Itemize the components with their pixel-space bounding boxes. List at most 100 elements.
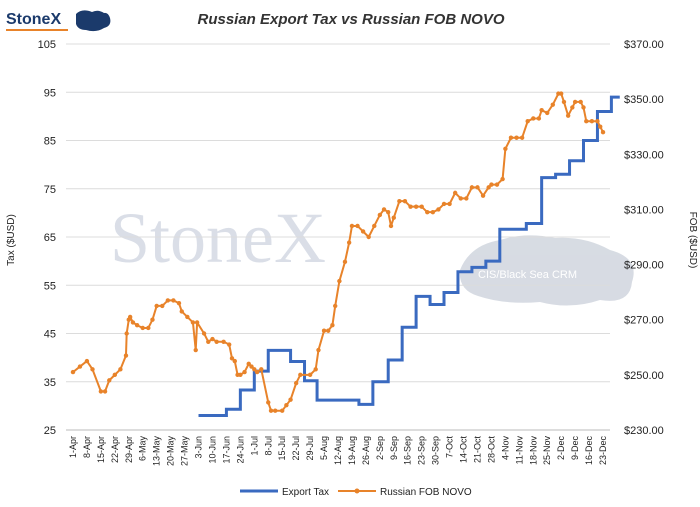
x-tick: 8-Apr <box>82 436 92 458</box>
y-axis-right: $370.00 $350.00 $330.00 $310.00 $290.00 $270.… <box>624 39 664 437</box>
data-point-fob-novo <box>536 116 542 121</box>
x-tick: 24-Jun <box>235 436 245 464</box>
chart-title: Russian Export Tax vs Russian FOB NOVO <box>197 11 504 28</box>
data-point-fob-novo <box>500 176 505 182</box>
y-tick-left: 75 <box>44 184 56 196</box>
y-tick-left: 85 <box>44 136 56 148</box>
x-tick: 9-Dec <box>570 436 580 461</box>
y-tick-right: $330.00 <box>624 149 664 161</box>
data-point-fob-novo <box>514 135 519 140</box>
x-tick: 19-Aug <box>347 436 357 465</box>
x-tick: 26-Aug <box>361 436 371 465</box>
data-point-fob-novo <box>425 209 430 215</box>
data-point-fob-novo <box>284 402 289 408</box>
data-point-fob-novo <box>565 113 571 118</box>
x-tick: 2-Sep <box>375 436 385 460</box>
data-point-fob-novo <box>238 372 243 378</box>
watermark-subtext: CIS/Black Sea CRM <box>478 269 577 281</box>
data-point-fob-novo <box>366 234 371 240</box>
data-point-fob-novo <box>70 369 76 375</box>
x-tick: 16-Sep <box>403 436 413 465</box>
y-tick-right: $230.00 <box>624 425 664 437</box>
data-point-fob-novo <box>519 135 525 140</box>
data-point-fob-novo <box>508 135 514 140</box>
data-point-fob-novo <box>316 347 321 353</box>
data-point-fob-novo <box>464 196 469 201</box>
data-point-fob-novo <box>447 201 452 207</box>
y-tick-left: 55 <box>44 280 56 292</box>
data-point-fob-novo <box>413 204 419 209</box>
data-point-fob-novo <box>589 119 595 124</box>
data-point-fob-novo <box>581 105 586 110</box>
data-point-fob-novo <box>107 378 112 383</box>
x-tick: 29-Jul <box>305 436 315 461</box>
data-point-fob-novo <box>242 369 247 375</box>
data-point-fob-novo <box>360 229 366 234</box>
data-point-fob-novo <box>150 317 155 322</box>
data-point-fob-novo <box>249 364 254 369</box>
data-point-fob-novo <box>561 99 567 105</box>
data-point-fob-novo <box>179 309 184 314</box>
data-point-fob-novo <box>503 146 508 151</box>
data-point-fob-novo <box>127 314 133 320</box>
data-point-fob-novo <box>280 408 285 413</box>
data-point-fob-novo <box>436 207 441 212</box>
x-tick: 15-Jul <box>277 436 287 461</box>
x-tick: 30-Sep <box>431 436 441 465</box>
y-axis-right-title: FOB ($USD) <box>687 212 698 269</box>
data-point-fob-novo <box>333 303 338 309</box>
x-tick: 13-May <box>152 436 162 467</box>
data-point-fob-novo <box>419 204 424 209</box>
data-point-fob-novo <box>190 320 196 325</box>
x-tick: 27-May <box>180 436 190 467</box>
data-point-fob-novo <box>254 369 260 375</box>
data-point-fob-novo <box>214 339 219 344</box>
y-axis-left: 105 95 85 75 65 55 45 35 25 <box>38 39 56 437</box>
data-point-fob-novo <box>123 353 129 358</box>
x-tick: 17-Jun <box>221 436 231 464</box>
legend-label-fob-novo: Russian FOB NOVO <box>380 487 472 498</box>
y-tick-left: 25 <box>44 425 56 437</box>
x-tick: 4-Nov <box>500 436 510 461</box>
y-tick-right: $270.00 <box>624 315 664 327</box>
data-point-fob-novo <box>307 372 313 378</box>
watermark-map-shape <box>459 235 634 306</box>
y-tick-left: 65 <box>44 232 56 244</box>
x-tick: 9-Sep <box>389 436 399 460</box>
x-tick: 8-Jul <box>263 436 273 456</box>
x-tick: 14-Oct <box>459 436 469 464</box>
data-point-fob-novo <box>171 298 176 303</box>
data-point-fob-novo <box>337 278 342 284</box>
x-tick: 18-Nov <box>528 436 538 466</box>
data-point-fob-novo <box>598 124 603 129</box>
data-point-fob-novo <box>486 185 491 190</box>
x-tick: 12-Aug <box>333 436 343 465</box>
data-point-fob-novo <box>441 201 447 207</box>
x-tick: 25-Nov <box>542 436 552 466</box>
data-point-fob-novo <box>531 116 536 121</box>
data-point-fob-novo <box>377 212 383 218</box>
data-point-fob-novo <box>386 209 391 215</box>
y-tick-right: $370.00 <box>624 39 664 51</box>
data-point-fob-novo <box>346 240 352 245</box>
y-tick-right: $250.00 <box>624 370 664 382</box>
data-point-fob-novo <box>475 185 480 190</box>
data-point-fob-novo <box>595 119 600 124</box>
data-point-fob-novo <box>146 325 151 331</box>
data-point-fob-novo <box>584 119 589 124</box>
data-point-fob-novo <box>494 182 500 187</box>
data-point-fob-novo <box>266 400 271 405</box>
data-point-fob-novo <box>273 408 278 413</box>
x-axis: 1-Apr 8-Apr 15-Apr 22-Apr 29-Apr 6-May 13-May 2… <box>68 436 608 467</box>
y-tick-right: $310.00 <box>624 204 664 216</box>
data-point-fob-novo <box>293 380 299 386</box>
data-point-fob-novo <box>84 358 90 364</box>
data-point-fob-novo <box>321 328 327 333</box>
legend: Export Tax Russian FOB NOVO <box>240 487 472 498</box>
data-point-fob-novo <box>578 99 583 105</box>
x-tick: 3-Jun <box>194 436 204 459</box>
data-point-fob-novo <box>480 193 486 198</box>
y-tick-left: 105 <box>38 39 56 51</box>
